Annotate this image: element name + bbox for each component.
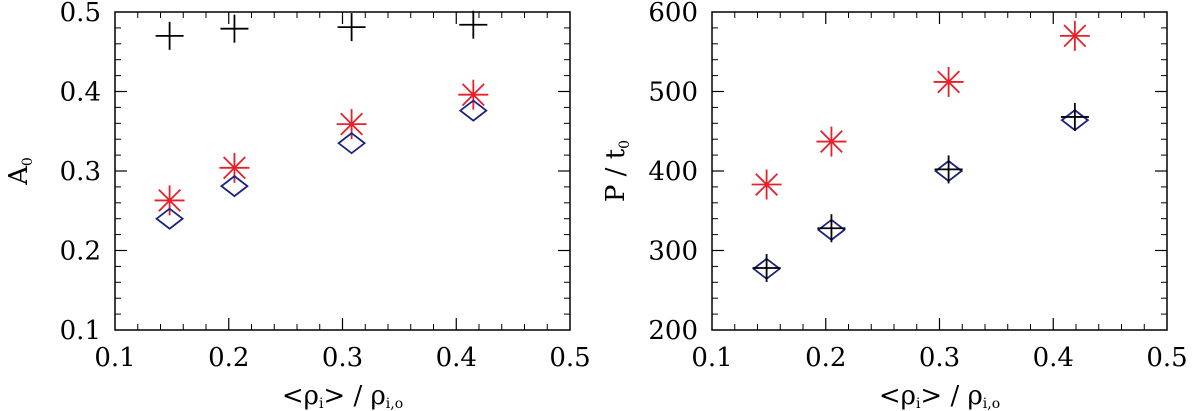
diamond-marker xyxy=(458,99,488,122)
y-tick-label: 0.4 xyxy=(60,78,101,108)
asterisk-marker xyxy=(1059,20,1090,51)
y-axis-title: P / t0 xyxy=(601,140,633,202)
y-tick-label: 0.1 xyxy=(60,316,101,346)
x-axis-title: <ρi> / ρi,o xyxy=(879,381,1000,411)
x-tick-label: 0.3 xyxy=(919,343,960,373)
left-panel: 0.1 0.2 0.3 0.4 0.5 0.1 0.2 0.3 0.4 0.5 <ρi> / ρi,… xyxy=(4,0,591,411)
x-tick-label: 0.4 xyxy=(436,343,477,373)
x-axis-title: <ρi> / ρi,o xyxy=(282,381,403,411)
asterisk-marker xyxy=(458,79,489,110)
plus-marker xyxy=(752,253,781,282)
plus-marker xyxy=(459,10,488,39)
x-tick-label: 0.4 xyxy=(1033,343,1074,373)
x-tick-label: 0.1 xyxy=(691,343,732,373)
plus-marker xyxy=(155,21,184,50)
plot-frame xyxy=(114,11,571,331)
y-tick-label: 200 xyxy=(648,316,698,346)
y-tick-label: 500 xyxy=(648,78,698,108)
y-tick-label: 0.5 xyxy=(60,0,101,28)
diamond-marker xyxy=(155,207,185,230)
asterisk-marker xyxy=(219,152,250,183)
x-tick-label: 0.3 xyxy=(322,343,363,373)
asterisk-marker xyxy=(751,169,782,200)
y-tick-label: 400 xyxy=(648,157,698,187)
x-tick-label: 0.2 xyxy=(208,343,249,373)
asterisk-marker xyxy=(154,185,185,216)
x-tick-label: 0.1 xyxy=(94,343,135,373)
plot-frame xyxy=(711,11,1168,331)
x-tick-label: 0.2 xyxy=(805,343,846,373)
plus-marker xyxy=(934,155,963,184)
asterisk-marker xyxy=(933,66,964,97)
diamond-marker xyxy=(337,132,367,155)
asterisk-marker xyxy=(816,126,847,157)
plus-marker xyxy=(1060,102,1089,131)
y-axis-title: A0 xyxy=(4,157,36,186)
x-tick-label: 0.5 xyxy=(549,343,590,373)
right-panel: 0.1 0.2 0.3 0.4 0.5 200 300 400 500 600 <ρi> / ρi,… xyxy=(601,0,1188,411)
y-tick-label: 0.2 xyxy=(60,237,101,267)
diamond-marker xyxy=(219,174,249,198)
plus-marker xyxy=(220,14,249,43)
y-tick-label: 0.3 xyxy=(60,157,101,187)
y-tick-label: 600 xyxy=(648,0,698,28)
asterisk-marker xyxy=(336,109,367,140)
plus-marker xyxy=(817,214,846,243)
y-tick-label: 300 xyxy=(648,237,698,267)
plus-marker xyxy=(337,13,366,42)
x-tick-label: 0.5 xyxy=(1146,343,1187,373)
